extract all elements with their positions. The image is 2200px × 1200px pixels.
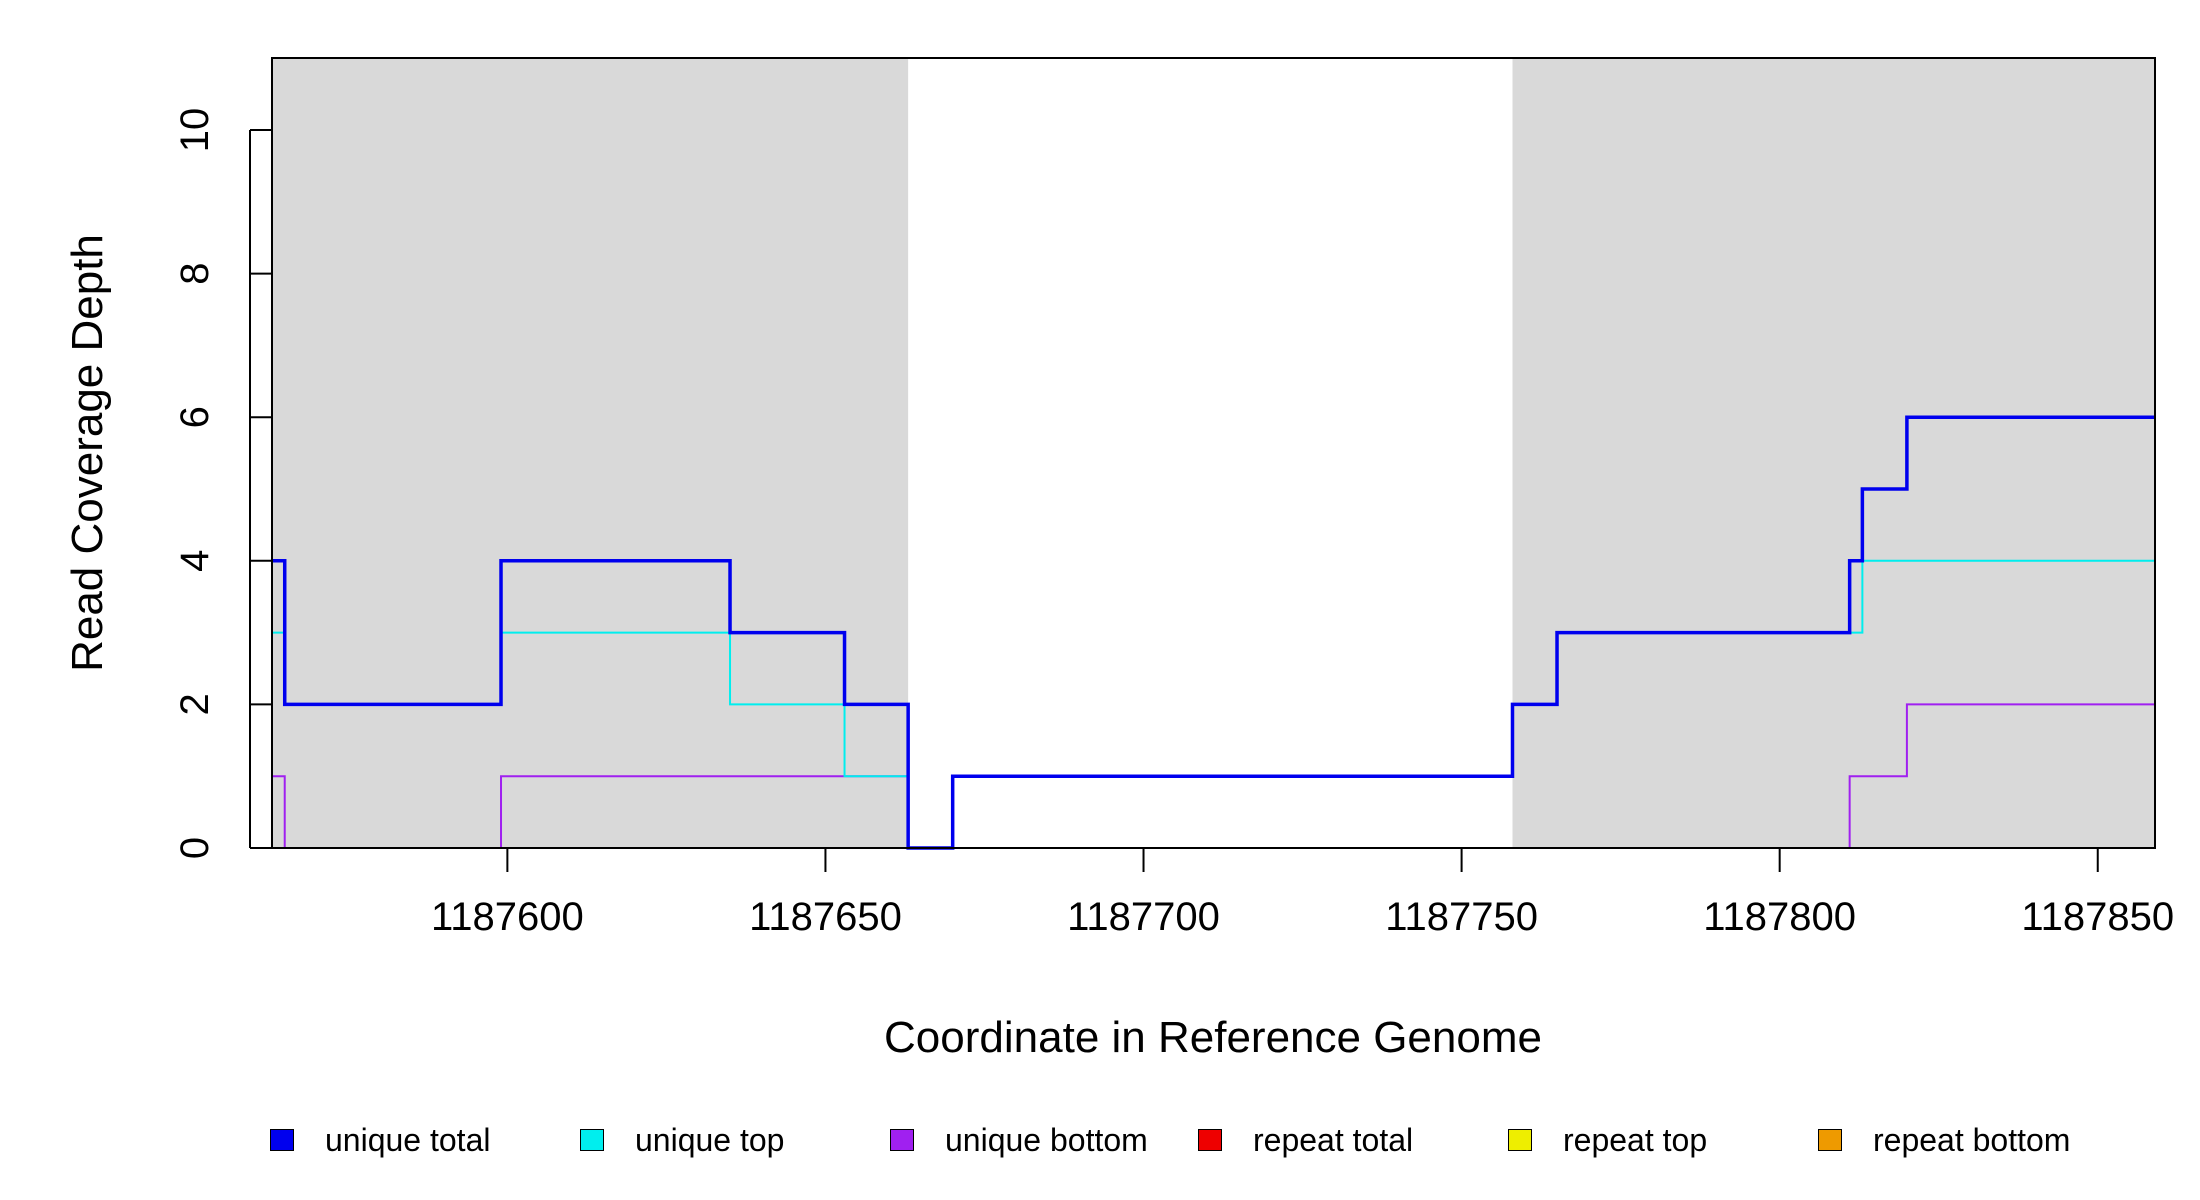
legend-label: repeat top <box>1563 1121 1708 1158</box>
legend-item: repeat bottom <box>1818 1110 2070 1170</box>
x-tick-label: 1187700 <box>1067 895 1220 939</box>
x-tick-label: 1187850 <box>2021 895 2174 939</box>
legend-swatch <box>1818 1129 1842 1151</box>
x-tick-label: 1187650 <box>749 895 902 939</box>
shaded-regions <box>272 58 2155 848</box>
legend-swatch <box>270 1129 294 1151</box>
legend-swatch <box>580 1129 604 1151</box>
x-axis: 1187600 1187650 1187700 1187750 1187800 11878… <box>431 848 2174 939</box>
legend-item: repeat total <box>1198 1110 1413 1170</box>
legend-swatch <box>1508 1129 1532 1151</box>
legend-swatch <box>890 1129 914 1151</box>
shaded-region <box>272 58 909 848</box>
y-tick-label: 4 <box>173 550 217 572</box>
x-tick-label: 1187750 <box>1385 895 1538 939</box>
plot-frame <box>271 57 2156 849</box>
legend-label: repeat total <box>1253 1121 1414 1158</box>
y-tick-label: 0 <box>173 837 217 859</box>
x-tick-label: 1187600 <box>431 895 584 939</box>
y-tick-label: 8 <box>173 262 217 284</box>
x-axis-title: Coordinate in Reference Genome <box>884 1013 1542 1062</box>
y-tick-label: 10 <box>173 108 217 153</box>
legend-item: unique bottom <box>890 1110 1148 1170</box>
legend-label: unique total <box>325 1121 491 1158</box>
y-axis: 0 2 4 6 8 10 <box>173 108 272 859</box>
legend: unique total unique top unique bottom repea… <box>0 1110 2200 1170</box>
legend-swatch <box>1198 1129 1222 1151</box>
legend-item: unique top <box>580 1110 784 1170</box>
legend-item: unique total <box>270 1110 490 1170</box>
legend-label: repeat bottom <box>1873 1121 2071 1158</box>
series-unique-total <box>272 415 2155 850</box>
legend-label: unique top <box>635 1121 785 1158</box>
y-axis-title: Read Coverage Depth <box>63 234 112 672</box>
shaded-region <box>1512 58 2155 848</box>
legend-item: repeat top <box>1508 1110 1707 1170</box>
y-tick-label: 6 <box>173 406 217 428</box>
legend-label: unique bottom <box>945 1121 1148 1158</box>
y-tick-label: 2 <box>173 693 217 715</box>
x-tick-label: 1187800 <box>1703 895 1856 939</box>
